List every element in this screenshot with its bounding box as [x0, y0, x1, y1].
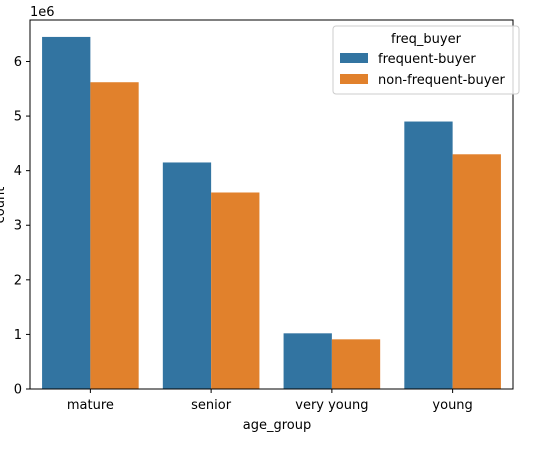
- bar-senior-non-frequent-buyer: [211, 192, 260, 389]
- bar-senior-frequent-buyer: [162, 162, 212, 389]
- legend-box: [332, 25, 520, 95]
- bar-young-non-frequent-buyer: [452, 154, 501, 389]
- x-tick-label-mature: mature: [67, 398, 114, 413]
- bar-mature-frequent-buyer: [42, 36, 91, 389]
- legend-title: freq_buyer: [391, 32, 462, 47]
- legend-swatch-frequent-buyer: [340, 53, 368, 63]
- legend: freq_buyer frequent-buyer non-frequent-b…: [332, 25, 520, 95]
- y-tick-label: 3: [14, 219, 22, 234]
- x-axis-ticks: mature senior very young young: [67, 389, 473, 413]
- bar-very-young-non-frequent-buyer: [331, 339, 381, 389]
- y-tick-label: 2: [14, 273, 22, 288]
- legend-label-non-frequent-buyer: non-frequent-buyer: [378, 73, 505, 88]
- plot-area-frame: [29, 19, 514, 390]
- x-tick-label-young: young: [432, 398, 472, 413]
- y-axis-ticks: 0 1 2 3 4 5 6: [14, 55, 30, 398]
- y-tick-label: 4: [14, 164, 22, 179]
- bar-very-young-frequent-buyer: [283, 333, 332, 389]
- x-tick-label-very-young: very young: [295, 398, 368, 413]
- y-axis-title: count: [0, 187, 8, 224]
- y-axis-offset-label: 1e6: [30, 5, 55, 20]
- y-tick-label: 5: [14, 110, 22, 125]
- bars-group: [42, 36, 501, 389]
- legend-swatch-non-frequent-buyer: [340, 74, 368, 84]
- x-tick-label-senior: senior: [191, 398, 232, 413]
- bar-young-frequent-buyer: [404, 121, 453, 389]
- bar-mature-non-frequent-buyer: [90, 82, 139, 389]
- y-tick-label: 6: [14, 55, 22, 70]
- y-tick-label: 1: [14, 328, 22, 343]
- y-tick-label: 0: [14, 383, 22, 398]
- legend-label-frequent-buyer: frequent-buyer: [378, 52, 476, 67]
- x-axis-title: age_group: [243, 418, 311, 433]
